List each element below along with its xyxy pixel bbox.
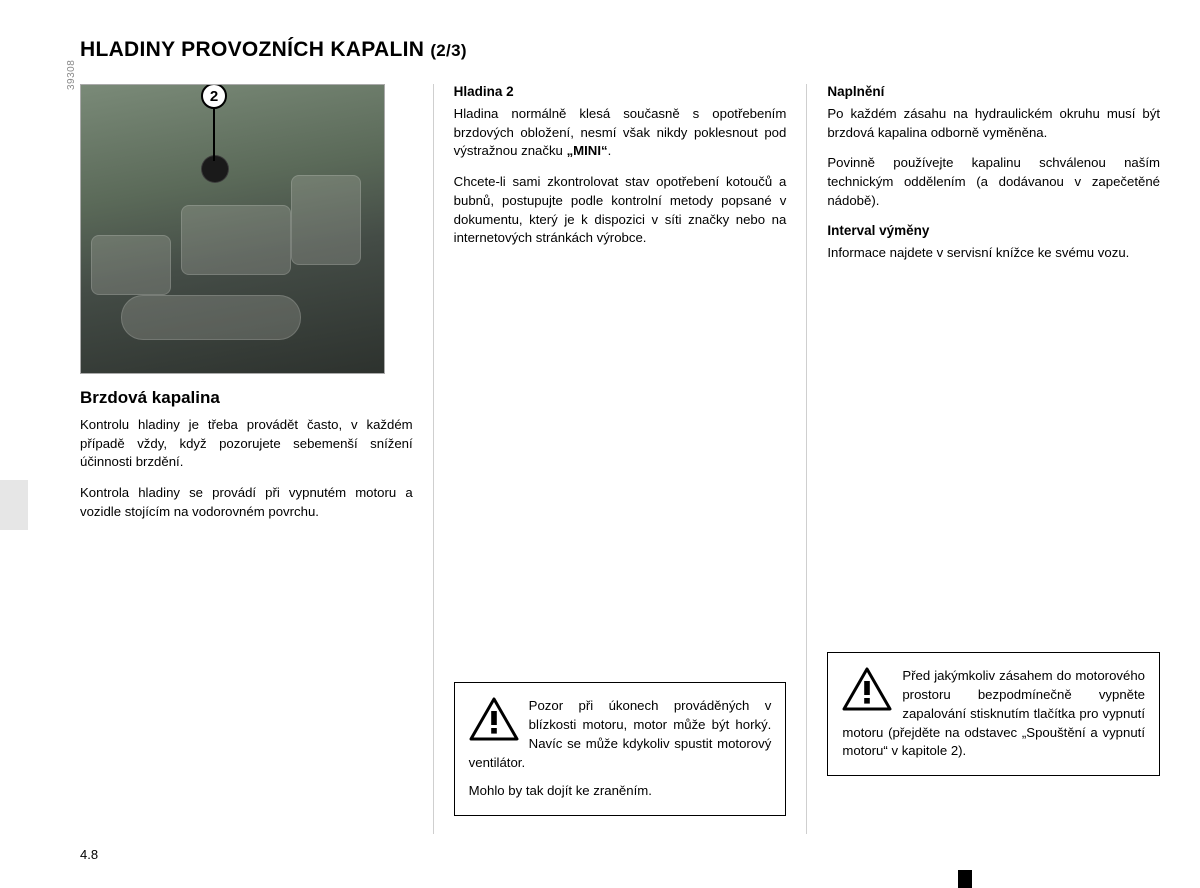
callout-number: 2	[210, 88, 218, 105]
warning-icon	[842, 667, 892, 711]
col1-subhead: Brzdová kapalina	[80, 388, 413, 408]
warn1-text2: Mohlo by tak dojít ke zraněním.	[469, 782, 772, 801]
engine-figure: 2	[80, 84, 385, 374]
column-3: Naplnění Po každém zásahu na hydraulické…	[806, 84, 1160, 834]
col3-p1: Po každém zásahu na hydraulickém okruhu …	[827, 105, 1160, 142]
col2-p2: Chcete-li sami zkontrolovat stav opotřeb…	[454, 173, 787, 248]
corner-mark	[958, 870, 972, 888]
col2-p1c: .	[608, 143, 612, 158]
col1-p2: Kontrola hladiny se provádí při vypnutém…	[80, 484, 413, 521]
page: HLADINY PROVOZNÍCH KAPALIN (2/3) 39308 2	[0, 0, 1200, 888]
col3-h2: Interval výměny	[827, 223, 1160, 238]
title-part: (2/3)	[430, 41, 466, 60]
figure-ref-number: 39308	[66, 60, 77, 90]
columns: 39308 2 Brzdová kapalina Kontrolu hladin…	[80, 84, 1160, 834]
title-text: HLADINY PROVOZNÍCH KAPALIN	[80, 38, 424, 61]
col2-p1a: Hladina normálně klesá současně s opotře…	[454, 106, 787, 158]
warning-icon	[469, 697, 519, 741]
page-title: HLADINY PROVOZNÍCH KAPALIN (2/3)	[80, 38, 1160, 62]
col3-h1: Naplnění	[827, 84, 1160, 99]
col3-p3: Informace najdete v servisní knížce ke s…	[827, 244, 1160, 263]
page-number: 4.8	[80, 847, 98, 862]
col2-mini: „MINI“	[567, 143, 608, 158]
col1-p1: Kontrolu hladiny je třeba provádět často…	[80, 416, 413, 472]
col2-h1: Hladina 2	[454, 84, 787, 99]
warning-box-2: Před jakýmkoliv zásahem do motorového pr…	[827, 652, 1160, 776]
callout-badge: 2	[201, 84, 227, 109]
col3-p2: Povinně používejte kapalinu schválenou n…	[827, 154, 1160, 210]
column-1: 39308 2 Brzdová kapalina Kontrolu hladin…	[80, 84, 433, 834]
col2-p1: Hladina normálně klesá současně s opotře…	[454, 105, 787, 161]
warning-box-1: Pozor při úkonech prováděných v blízkost…	[454, 682, 787, 816]
column-2: Hladina 2 Hladina normálně klesá současn…	[433, 84, 807, 834]
